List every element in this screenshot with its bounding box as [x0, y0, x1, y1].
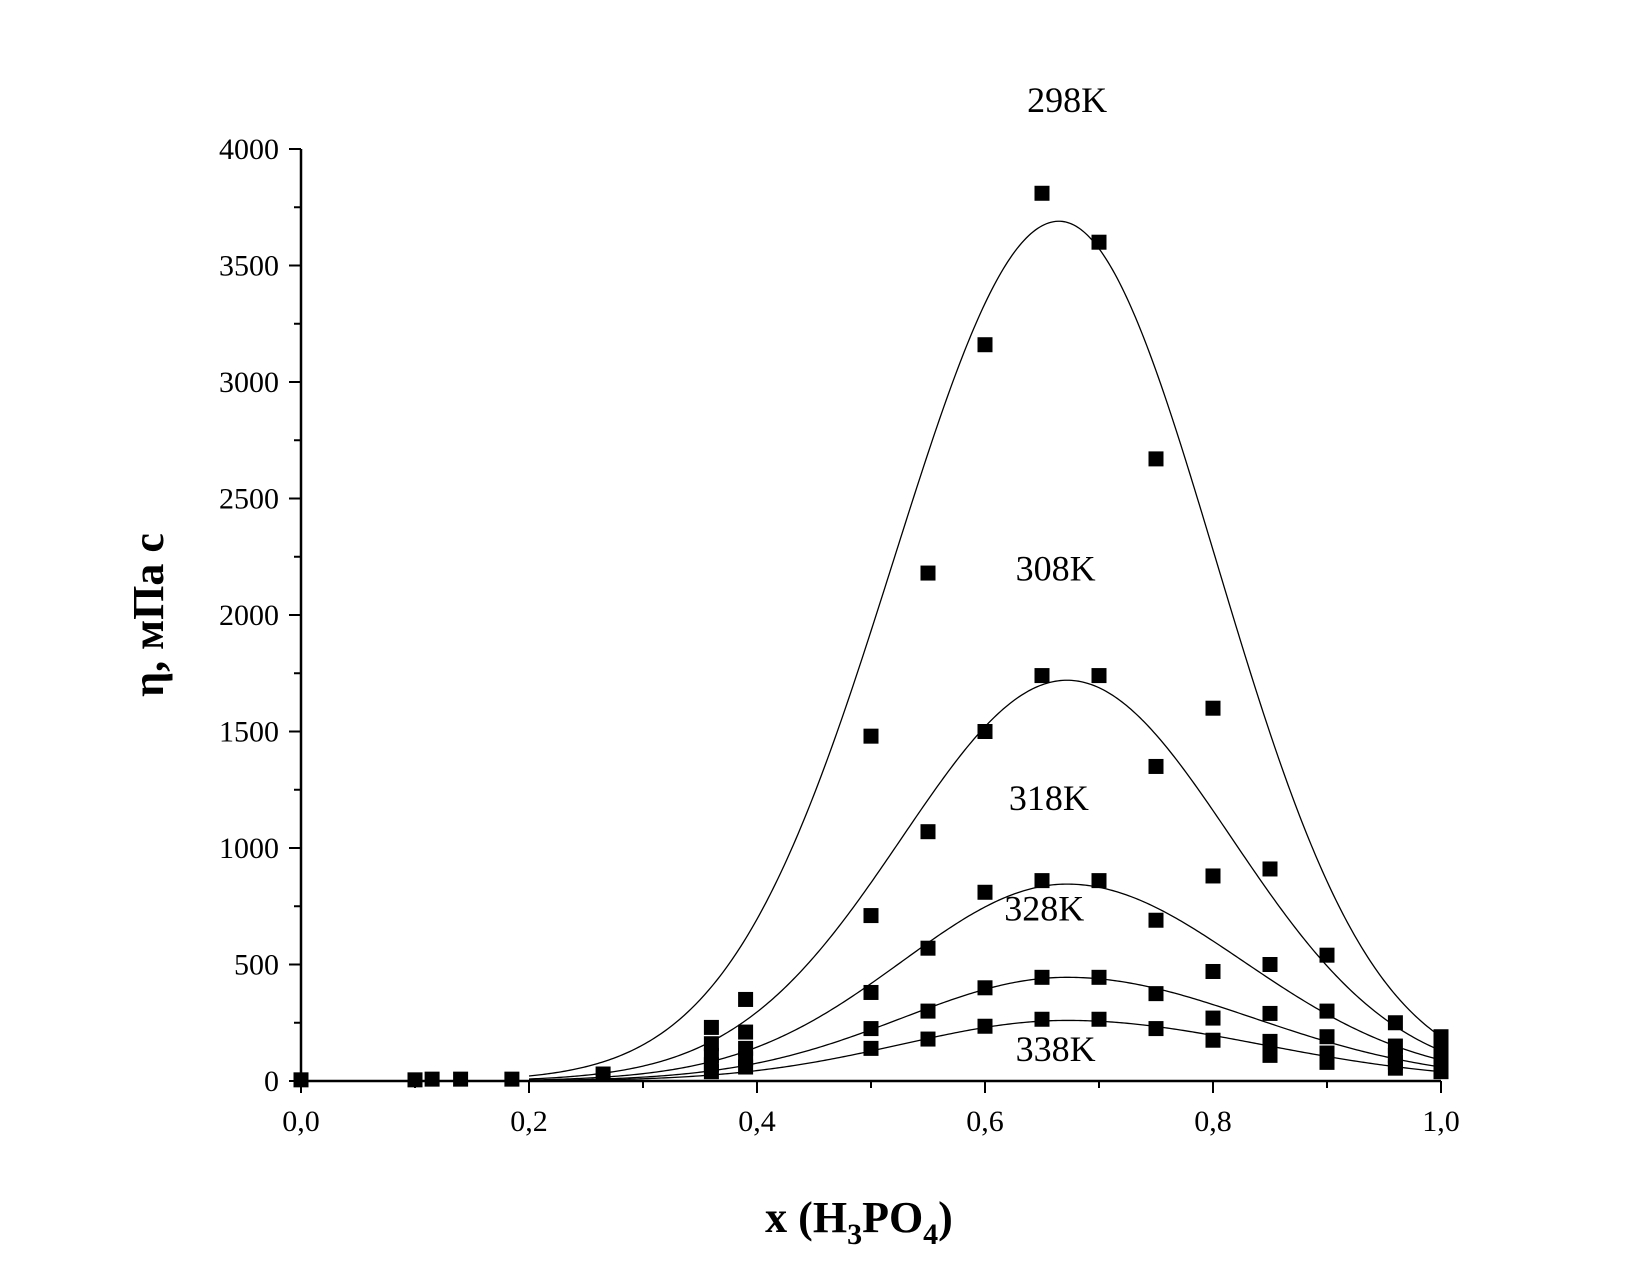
y-tick-label: 1500 — [219, 716, 279, 749]
data-point-338K — [1205, 1032, 1221, 1048]
data-point-298K — [595, 1066, 611, 1082]
data-point-308K — [920, 824, 936, 840]
data-point-338K — [1034, 1011, 1050, 1027]
x-tick-label: 0,2 — [510, 1105, 548, 1138]
data-point-338K — [863, 1040, 879, 1056]
x-tick-label: 0,6 — [966, 1105, 1004, 1138]
x-title-mid: PO — [862, 1193, 923, 1242]
fit-curve-318K — [528, 883, 1442, 1081]
data-point-298K — [424, 1071, 440, 1087]
data-point-318K — [977, 884, 993, 900]
data-point-308K — [703, 1036, 719, 1052]
data-point-298K — [453, 1071, 469, 1087]
data-markers — [293, 185, 1449, 1088]
x-axis-title: x (H3PO4) — [765, 1193, 953, 1251]
data-point-308K — [863, 908, 879, 924]
data-point-298K — [1034, 185, 1050, 201]
data-point-298K — [1205, 700, 1221, 716]
x-tick-label: 0,8 — [1194, 1105, 1232, 1138]
data-point-298K — [863, 728, 879, 744]
axes — [299, 149, 1441, 1083]
data-point-298K — [1262, 861, 1278, 877]
series-label-328K: 328K — [1004, 889, 1084, 929]
y-tick-label: 500 — [234, 949, 279, 982]
data-point-298K — [703, 1019, 719, 1035]
y-tick-label: 0 — [264, 1065, 279, 1098]
y-tick-label: 2000 — [219, 599, 279, 632]
data-point-338K — [1091, 1011, 1107, 1027]
data-point-318K — [920, 940, 936, 956]
data-point-328K — [1091, 969, 1107, 985]
x-title-suffix: ) — [938, 1193, 953, 1242]
data-point-298K — [1387, 1015, 1403, 1031]
data-point-308K — [738, 1024, 754, 1040]
data-point-318K — [1148, 912, 1164, 928]
y-axis-title: η, мПа с — [124, 533, 173, 697]
data-point-298K — [1433, 1029, 1449, 1045]
data-point-308K — [1091, 668, 1107, 684]
data-point-338K — [1433, 1064, 1449, 1080]
data-point-318K — [863, 984, 879, 1000]
series-label-338K: 338K — [1016, 1029, 1096, 1069]
series-labels: 298K 308K 318K 328K 338K — [1004, 80, 1107, 1069]
data-point-308K — [977, 724, 993, 739]
x-tick-label: 0,4 — [738, 1105, 776, 1138]
data-point-338K — [977, 1018, 993, 1034]
data-point-338K — [920, 1031, 936, 1047]
y-tick-label: 4000 — [219, 133, 279, 166]
data-point-318K — [1091, 873, 1107, 889]
data-point-298K — [738, 991, 754, 1007]
data-point-328K — [977, 980, 993, 996]
data-point-338K — [1262, 1047, 1278, 1063]
data-point-308K — [1148, 758, 1164, 774]
data-point-318K — [1262, 1005, 1278, 1021]
tick-marks — [289, 148, 1442, 1093]
x-title-sub2: 4 — [923, 1218, 938, 1251]
data-point-298K — [1319, 947, 1335, 963]
y-tick-label: 1000 — [219, 832, 279, 865]
x-title-prefix: x (H — [765, 1193, 847, 1242]
data-point-338K — [1148, 1021, 1164, 1037]
data-point-338K — [1387, 1060, 1403, 1076]
data-point-298K — [977, 337, 993, 353]
data-point-298K — [1148, 451, 1164, 467]
data-point-338K — [703, 1064, 719, 1080]
fit-curve-298K — [528, 220, 1442, 1077]
data-point-328K — [1148, 986, 1164, 1002]
x-tick-label: 1,0 — [1422, 1105, 1460, 1138]
data-point-328K — [863, 1021, 879, 1037]
data-point-318K — [1319, 1029, 1335, 1045]
data-point-328K — [920, 1003, 936, 1019]
data-point-318K — [1034, 873, 1050, 889]
data-point-308K — [1262, 957, 1278, 972]
data-point-318K — [1205, 963, 1221, 979]
y-tick-label: 3000 — [219, 366, 279, 399]
data-point-308K — [1034, 668, 1050, 684]
data-point-308K — [1319, 1003, 1335, 1019]
data-point-328K — [1034, 969, 1050, 985]
series-label-318K: 318K — [1009, 778, 1089, 818]
series-label-298K: 298K — [1027, 80, 1107, 120]
tick-labels: 0 500 1000 1500 2000 2500 3000 3500 4000 0,0 0,2 0,… — [219, 133, 1460, 1138]
data-point-298K — [1091, 234, 1107, 250]
data-point-328K — [1205, 1010, 1221, 1026]
data-point-298K — [504, 1071, 520, 1087]
data-point-338K — [738, 1059, 754, 1075]
data-point-308K — [1205, 868, 1221, 884]
y-tick-label: 3500 — [219, 250, 279, 283]
data-point-328K — [1262, 1033, 1278, 1049]
series-label-308K: 308K — [1016, 548, 1096, 588]
data-point-338K — [1319, 1054, 1335, 1070]
data-point-298K — [920, 565, 936, 581]
x-title-sub1: 3 — [847, 1218, 862, 1251]
y-tick-label: 2500 — [219, 483, 279, 516]
x-tick-label: 0,0 — [282, 1105, 320, 1138]
